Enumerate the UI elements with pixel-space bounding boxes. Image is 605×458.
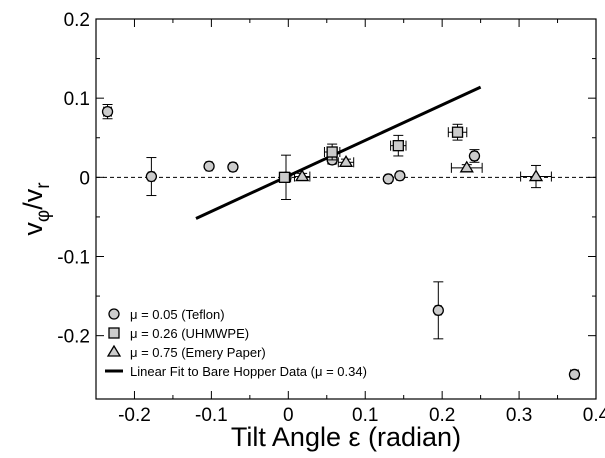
y-tick-label: 0.1 (64, 89, 90, 110)
circle-marker (227, 161, 239, 173)
y-tick-label: 0.2 (64, 10, 90, 31)
circle-marker (101, 105, 114, 118)
circle-marker (568, 368, 581, 381)
x-tick-label: 0.4 (583, 405, 605, 426)
circle-data-point (382, 173, 394, 185)
square-marker (278, 171, 291, 183)
x-tick-label: 0 (283, 405, 294, 426)
legend-label: μ = 0.05 (Teflon) (130, 307, 225, 322)
legend-label: Linear Fit to Bare Hopper Data (μ = 0.34… (130, 364, 367, 379)
circle-marker (468, 150, 481, 162)
circle-marker (203, 160, 215, 172)
y-axis-title: vφ/vr (18, 182, 54, 236)
circle-data-point (568, 368, 581, 381)
legend-label: μ = 0.75 (Emery Paper) (130, 345, 266, 360)
legend-triangle-symbol (106, 344, 122, 357)
circle-data-point (145, 157, 158, 197)
triangle-data-point (520, 164, 552, 189)
circle-data-point (394, 170, 406, 182)
circle-data-point (432, 281, 444, 340)
legend: μ = 0.05 (Teflon) μ = 0.26 (UHMWPE) μ = 0.… (105, 307, 367, 379)
plot-frame (95, 18, 597, 400)
x-axis-title: Tilt Angle ε (radian) (231, 422, 461, 452)
x-tick-label: 0.1 (352, 405, 378, 426)
triangle-data-point (293, 169, 311, 182)
circle-marker (394, 170, 406, 182)
fit-layer (195, 85, 482, 220)
x-tick-label: 0.3 (506, 405, 532, 426)
square-marker (392, 140, 404, 152)
circle-data-point (101, 104, 114, 120)
points-layer (101, 104, 581, 381)
square-data-point (447, 123, 468, 141)
triangle-marker (295, 169, 310, 182)
circle-marker (432, 304, 444, 316)
y-tick-label: -0.1 (57, 248, 90, 269)
square-data-point (390, 134, 407, 157)
legend-circle-symbol (108, 308, 120, 320)
y-tick-label: 0 (79, 168, 90, 189)
square-marker (326, 146, 338, 158)
circle-data-point (203, 160, 215, 172)
square-data-point (278, 171, 291, 183)
legend-square-symbol (108, 327, 120, 339)
circle-marker (145, 170, 158, 183)
ticks-layer: -0.2 -0.1 0 0.1 0.2 0.3 0.4 -0.2 -0.1 0 0.1 0.2 (57, 10, 605, 426)
circle-data-point (227, 161, 239, 173)
triangle-marker (528, 169, 544, 182)
square-data-point (323, 143, 341, 161)
x-tick-label: 0.2 (429, 405, 455, 426)
triangle-marker (459, 160, 474, 173)
triangle-data-point (337, 155, 355, 168)
triangle-data-point (450, 160, 483, 173)
legend-label: μ = 0.26 (UHMWPE) (130, 326, 249, 341)
circle-marker (382, 173, 394, 185)
x-tick-label: -0.1 (195, 405, 228, 426)
circle-data-point (468, 149, 481, 163)
triangle-marker (338, 155, 354, 167)
fit-line (195, 85, 482, 220)
square-marker (451, 126, 464, 138)
x-tick-label: -0.2 (118, 405, 151, 426)
y-tick-label: -0.2 (57, 327, 90, 348)
